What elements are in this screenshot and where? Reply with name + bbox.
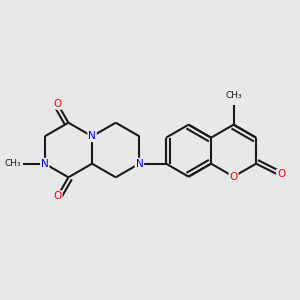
- Text: O: O: [53, 191, 62, 201]
- Text: N: N: [136, 159, 143, 169]
- Text: O: O: [230, 172, 238, 182]
- Text: O: O: [277, 169, 285, 179]
- Text: O: O: [53, 99, 62, 109]
- Text: N: N: [41, 159, 49, 169]
- Text: CH₃: CH₃: [225, 91, 242, 100]
- Text: CH₃: CH₃: [5, 159, 21, 168]
- Text: N: N: [88, 131, 96, 141]
